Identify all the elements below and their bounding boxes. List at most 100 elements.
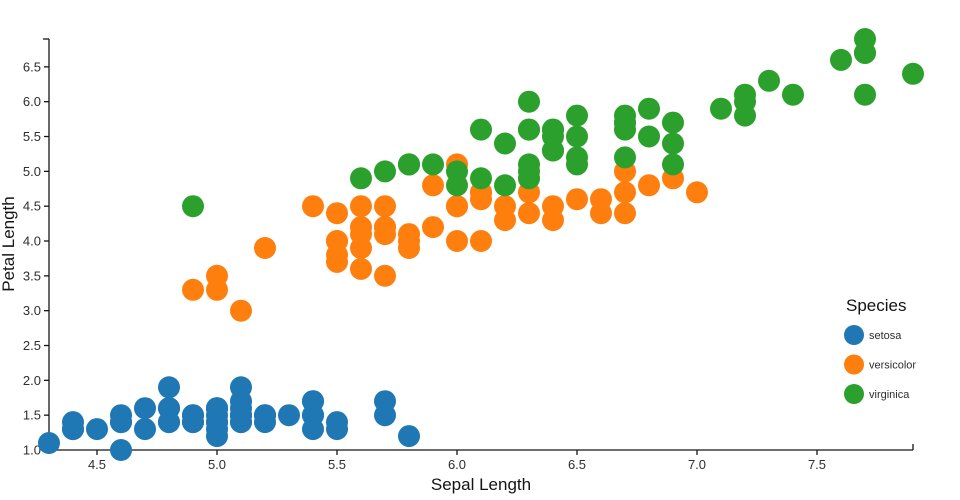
x-tick-label: 6.0 — [448, 457, 466, 472]
point-virginica — [350, 167, 372, 190]
x-tick-label: 4.5 — [88, 457, 106, 472]
point-versicolor — [230, 299, 252, 322]
point-setosa — [86, 418, 108, 441]
point-versicolor — [446, 195, 468, 218]
point-setosa — [134, 397, 156, 420]
point-versicolor — [302, 195, 324, 218]
point-virginica — [902, 62, 924, 85]
point-virginica — [566, 146, 588, 169]
legend-entries: setosa versicolor virginica — [844, 325, 916, 404]
point-versicolor — [422, 216, 444, 239]
point-setosa — [182, 411, 204, 434]
y-tick-label: 1.5 — [23, 408, 41, 423]
point-virginica — [542, 125, 564, 148]
legend-swatch-versicolor — [844, 354, 864, 375]
point-versicolor — [374, 223, 396, 246]
point-versicolor — [542, 209, 564, 232]
x-tick-label: 5.5 — [328, 457, 346, 472]
point-virginica — [662, 111, 684, 134]
point-setosa — [374, 390, 396, 413]
point-versicolor — [326, 250, 348, 273]
point-setosa — [230, 376, 252, 399]
point-versicolor — [182, 278, 204, 301]
point-versicolor — [374, 195, 396, 218]
point-setosa — [278, 404, 300, 427]
y-tick-label: 2.0 — [23, 373, 41, 388]
point-virginica — [662, 132, 684, 155]
points-layer — [38, 28, 924, 461]
y-tick-label: 5.0 — [23, 164, 41, 179]
point-versicolor — [614, 202, 636, 225]
point-versicolor — [686, 181, 708, 204]
point-setosa — [302, 404, 324, 427]
x-tick-label: 5.0 — [208, 457, 226, 472]
x-tick-label: 7.5 — [808, 457, 826, 472]
y-tick-label: 2.5 — [23, 338, 41, 353]
point-virginica — [566, 125, 588, 148]
point-versicolor — [374, 264, 396, 287]
point-virginica — [758, 69, 780, 92]
point-virginica — [518, 90, 540, 113]
point-virginica — [566, 104, 588, 127]
y-tick-label: 4.0 — [23, 234, 41, 249]
y-tick-label: 1.0 — [23, 443, 41, 458]
y-axis-title: Petal Length — [0, 196, 18, 291]
point-setosa — [230, 397, 252, 420]
x-tick-label: 6.5 — [568, 457, 586, 472]
point-virginica — [470, 167, 492, 190]
legend-label-virginica: virginica — [869, 389, 910, 401]
point-virginica — [614, 111, 636, 134]
point-setosa — [110, 411, 132, 434]
y-tick-label: 3.0 — [23, 303, 41, 318]
legend-swatch-virginica — [844, 384, 864, 404]
point-versicolor — [422, 174, 444, 197]
point-versicolor — [518, 202, 540, 225]
point-versicolor — [446, 230, 468, 252]
point-setosa — [158, 376, 180, 399]
point-versicolor — [350, 195, 372, 218]
point-versicolor — [206, 278, 228, 301]
y-tick-label: 3.5 — [23, 268, 41, 283]
legend-label-versicolor: versicolor — [869, 360, 916, 372]
point-versicolor — [470, 230, 492, 252]
point-virginica — [518, 160, 540, 183]
point-versicolor — [638, 174, 660, 197]
point-versicolor — [254, 237, 276, 259]
legend: Species setosa versicolor virginica — [844, 296, 916, 404]
point-versicolor — [398, 230, 420, 252]
legend-label-setosa: setosa — [869, 330, 902, 342]
point-versicolor — [470, 188, 492, 211]
point-versicolor — [326, 202, 348, 225]
point-virginica — [374, 160, 396, 183]
point-virginica — [734, 104, 756, 127]
point-virginica — [422, 153, 444, 176]
point-virginica — [518, 118, 540, 141]
point-virginica — [854, 41, 876, 64]
series-setosa — [38, 376, 420, 461]
point-virginica — [182, 195, 204, 218]
x-tick-label: 7.0 — [688, 457, 706, 472]
axes-layer: 4.5 5.0 5.5 6.0 6.5 7.0 7.5 1.0 1.5 2.0 2.5 3.0 3.5 4… — [23, 38, 914, 472]
series-versicolor — [182, 153, 708, 322]
x-axis-title: Sepal Length — [431, 475, 531, 494]
point-setosa — [134, 418, 156, 441]
point-versicolor — [350, 257, 372, 280]
point-virginica — [614, 146, 636, 169]
point-versicolor — [350, 216, 372, 239]
point-virginica — [398, 153, 420, 176]
point-virginica — [446, 174, 468, 197]
point-versicolor — [326, 230, 348, 252]
point-setosa — [38, 432, 60, 454]
point-setosa — [110, 439, 132, 461]
point-virginica — [830, 48, 852, 71]
point-virginica — [638, 125, 660, 148]
point-setosa — [398, 425, 420, 448]
point-setosa — [254, 404, 276, 427]
point-virginica — [782, 83, 804, 106]
y-tick-label: 6.5 — [23, 59, 41, 74]
point-setosa — [206, 411, 228, 434]
series-virginica — [182, 28, 924, 218]
point-setosa — [326, 418, 348, 441]
point-virginica — [494, 132, 516, 155]
